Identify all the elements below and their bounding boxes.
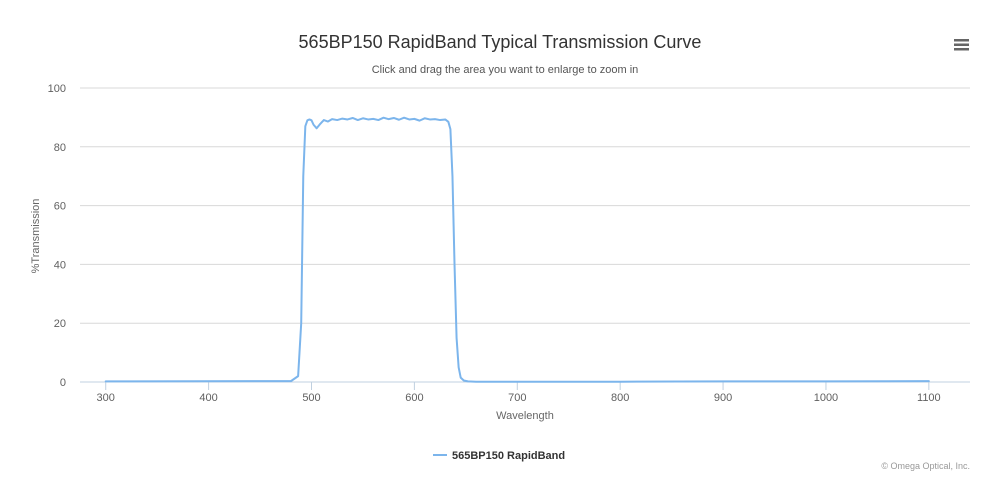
y-tick-label: 100: [48, 83, 66, 95]
x-tick-label: 900: [714, 392, 732, 404]
hamburger-menu-icon[interactable]: [950, 34, 972, 54]
y-tick-labels: 0 20 40 60 80 100: [48, 83, 66, 389]
legend-label: 565BP150 RapidBand: [452, 450, 565, 462]
x-tick-label: 1100: [917, 392, 941, 404]
y-tick-label: 20: [54, 318, 66, 330]
series-layer[interactable]: [104, 116, 930, 383]
chart-subtitle: Click and drag the area you want to enla…: [372, 64, 639, 76]
y-axis-title: %Transmission: [30, 199, 42, 274]
x-tick-labels: 300 400 500 600 700 800 900 1000 1100: [97, 392, 941, 404]
x-tick-label: 600: [405, 392, 423, 404]
legend-item[interactable]: 565BP150 RapidBand: [433, 450, 565, 462]
x-tick-label: 500: [302, 392, 320, 404]
y-tick-label: 40: [54, 259, 66, 271]
x-tick-label: 700: [508, 392, 526, 404]
y-tick-label: 0: [60, 377, 66, 389]
x-tick-label: 300: [97, 392, 115, 404]
grid-lines: [80, 87, 970, 324]
series-line[interactable]: [104, 116, 930, 383]
credits-text[interactable]: © Omega Optical, Inc.: [881, 461, 970, 471]
x-tick-label: 1000: [814, 392, 838, 404]
x-axis-title: Wavelength: [496, 410, 554, 422]
axes: [80, 381, 970, 390]
x-tick-label: 400: [199, 392, 217, 404]
y-tick-label: 80: [54, 142, 66, 154]
chart-title: 565BP150 RapidBand Typical Transmission …: [299, 32, 702, 52]
x-tick-label: 800: [611, 392, 629, 404]
y-tick-label: 60: [54, 201, 66, 213]
